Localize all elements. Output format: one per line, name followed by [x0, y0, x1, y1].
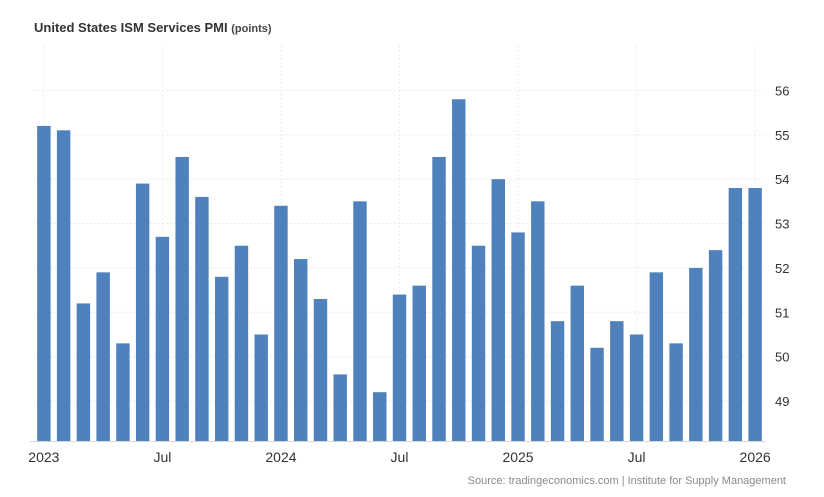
bar[interactable] — [175, 156, 189, 441]
bar[interactable] — [728, 188, 743, 441]
bar[interactable] — [116, 343, 130, 441]
bar[interactable] — [373, 392, 387, 441]
bar[interactable] — [392, 294, 407, 441]
bar[interactable] — [412, 285, 426, 441]
bar[interactable] — [531, 201, 545, 441]
bar[interactable] — [649, 272, 664, 441]
y-tick-label: 55 — [775, 128, 789, 143]
y-axis: 49 50 51 52 53 54 55 56 — [775, 83, 789, 409]
x-tick-label: 2025 — [502, 449, 533, 465]
bar[interactable] — [333, 374, 347, 441]
bar[interactable] — [590, 347, 604, 441]
y-tick-label: 50 — [775, 350, 789, 365]
y-tick-label: 53 — [775, 217, 789, 232]
x-tick-label: 2023 — [28, 449, 59, 465]
bar[interactable] — [610, 321, 624, 441]
bar[interactable] — [234, 245, 249, 441]
bar[interactable] — [56, 130, 71, 441]
bar[interactable] — [353, 201, 367, 441]
bar[interactable] — [550, 321, 565, 441]
bar[interactable] — [452, 99, 466, 441]
x-tick-label: Jul — [391, 449, 409, 465]
chart-title-text: United States ISM Services PMI — [34, 20, 228, 35]
bar[interactable] — [76, 303, 91, 441]
bar[interactable] — [313, 298, 328, 441]
bar[interactable] — [491, 179, 505, 441]
y-tick-label: 49 — [775, 394, 789, 409]
bar[interactable] — [471, 245, 486, 441]
bar[interactable] — [195, 196, 209, 441]
bar[interactable] — [294, 259, 308, 441]
bar[interactable] — [689, 267, 703, 441]
bar[interactable] — [629, 334, 644, 441]
bar[interactable] — [135, 183, 150, 441]
y-tick-label: 54 — [775, 172, 789, 187]
bar[interactable] — [37, 125, 51, 441]
bar[interactable] — [669, 343, 683, 441]
bar[interactable] — [432, 156, 446, 441]
chart-title: United States ISM Services PMI (points) — [34, 20, 272, 35]
bar[interactable] — [96, 272, 110, 441]
bar[interactable] — [254, 334, 268, 441]
bar[interactable] — [274, 205, 288, 441]
y-tick-label: 51 — [775, 305, 789, 320]
bar[interactable] — [708, 250, 723, 441]
bar[interactable] — [214, 276, 229, 441]
bars — [37, 99, 762, 441]
x-tick-label: Jul — [628, 449, 646, 465]
x-tick-label: Jul — [153, 449, 171, 465]
bar[interactable] — [570, 285, 585, 441]
x-axis: 2023 Jul 2024 Jul 2025 Jul 2026 — [28, 441, 771, 465]
chart-unit: (points) — [231, 23, 272, 35]
x-tick-label: 2024 — [265, 449, 296, 465]
y-tick-label: 56 — [775, 83, 789, 98]
source-note: Source: tradingeconomics.com | Institute… — [467, 475, 786, 487]
bar[interactable] — [748, 188, 762, 441]
bar[interactable] — [155, 236, 170, 441]
y-tick-label: 52 — [775, 261, 789, 276]
x-tick-label: 2026 — [740, 449, 771, 465]
bar[interactable] — [511, 232, 525, 441]
